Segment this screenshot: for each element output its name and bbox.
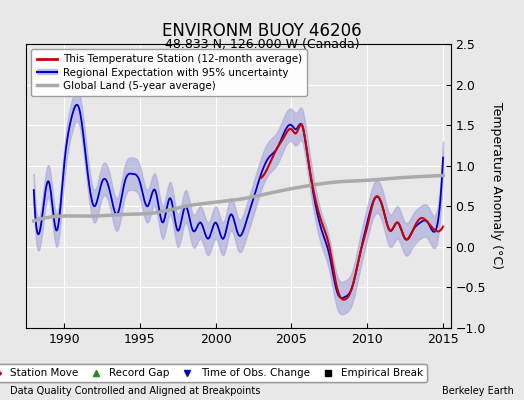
Text: Data Quality Controlled and Aligned at Breakpoints: Data Quality Controlled and Aligned at B… xyxy=(10,386,261,396)
Y-axis label: Temperature Anomaly (°C): Temperature Anomaly (°C) xyxy=(489,102,503,270)
Text: Berkeley Earth: Berkeley Earth xyxy=(442,386,514,396)
Text: 48.833 N, 126.000 W (Canada): 48.833 N, 126.000 W (Canada) xyxy=(165,38,359,51)
Legend: Station Move, Record Gap, Time of Obs. Change, Empirical Break: Station Move, Record Gap, Time of Obs. C… xyxy=(0,364,428,382)
Text: ENVIRONM BUOY 46206: ENVIRONM BUOY 46206 xyxy=(162,22,362,40)
